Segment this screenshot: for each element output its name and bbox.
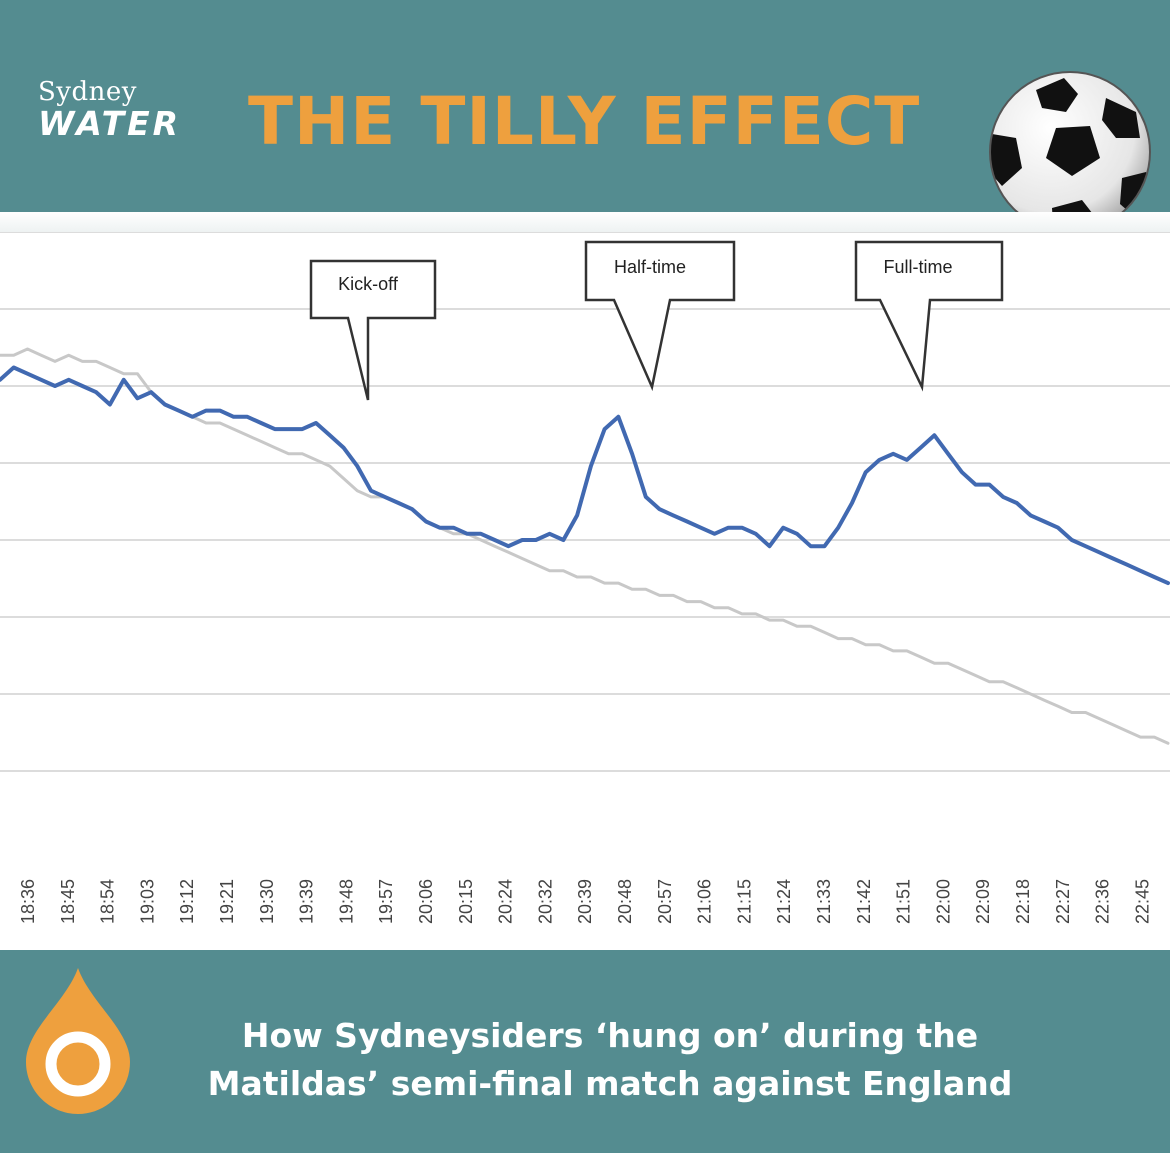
annotations: Kick-off Half-time Full-time bbox=[309, 240, 1004, 401]
kickoff-label: Kick-off bbox=[338, 274, 399, 294]
x-tick-label: 19:30 bbox=[257, 879, 277, 924]
x-tick-label: 19:39 bbox=[297, 879, 317, 924]
logo-line-1: Sydney bbox=[38, 77, 137, 107]
sydney-water-logo: Sydney WATER bbox=[38, 78, 181, 142]
logo-line-2: WATER bbox=[38, 104, 182, 143]
x-tick-label: 19:48 bbox=[336, 879, 356, 924]
header-banner: Sydney WATER THE TILLY EFFECT bbox=[0, 0, 1170, 233]
x-tick-label: 19:57 bbox=[376, 879, 396, 924]
x-tick-label: 21:06 bbox=[695, 879, 715, 924]
page-title: THE TILLY EFFECT bbox=[248, 83, 921, 160]
x-tick-label: 21:51 bbox=[894, 879, 914, 924]
x-tick-label: 20:24 bbox=[496, 879, 516, 924]
x-tick-label: 21:15 bbox=[734, 879, 754, 924]
x-tick-label: 20:39 bbox=[575, 879, 595, 924]
caption-line-1: How Sydneysiders ‘hung on’ during the bbox=[241, 1016, 979, 1055]
x-tick-label: 22:18 bbox=[1013, 879, 1033, 924]
fulltime-callout-box bbox=[854, 240, 1004, 392]
chart-area: Kick-off Half-time Full-time 18:36 18:45 1… bbox=[0, 232, 1170, 924]
x-tick-label: 20:48 bbox=[615, 879, 635, 924]
x-tick-label: 21:42 bbox=[854, 879, 874, 924]
x-tick-label: 21:24 bbox=[774, 879, 794, 924]
x-axis-tick-labels: 18:36 18:45 18:54 19:03 19:12 19:21 19:30 19:39… bbox=[18, 879, 1152, 924]
halftime-callout-box bbox=[584, 240, 736, 392]
x-tick-label: 20:57 bbox=[655, 879, 675, 924]
kickoff-callout-box bbox=[309, 259, 437, 401]
series-line-matildas-night bbox=[0, 365, 1170, 586]
x-tick-label: 18:54 bbox=[98, 879, 118, 924]
x-tick-label: 18:45 bbox=[58, 879, 78, 924]
x-tick-label: 22:09 bbox=[973, 879, 993, 924]
x-tick-label: 20:15 bbox=[456, 879, 476, 924]
x-tick-label: 22:00 bbox=[933, 879, 953, 924]
x-tick-label: 22:36 bbox=[1093, 879, 1113, 924]
x-tick-label: 22:45 bbox=[1132, 879, 1152, 924]
x-tick-label: 20:06 bbox=[416, 879, 436, 924]
footer-banner: How Sydneysiders ‘hung on’ during the Ma… bbox=[0, 950, 1170, 1153]
caption-line-2: Matildas’ semi-final match against Engla… bbox=[207, 1064, 1013, 1103]
header-divider bbox=[0, 212, 1170, 232]
water-drop-icon bbox=[26, 968, 130, 1114]
x-tick-label: 19:12 bbox=[177, 879, 197, 924]
x-tick-label: 21:33 bbox=[814, 879, 834, 924]
x-tick-label: 20:32 bbox=[535, 879, 555, 924]
x-tick-label: 18:36 bbox=[18, 879, 38, 924]
gridlines bbox=[0, 232, 1170, 772]
soccer-ball-icon bbox=[989, 71, 1151, 233]
x-tick-label: 19:21 bbox=[217, 879, 237, 924]
x-tick-label: 22:27 bbox=[1053, 879, 1073, 924]
x-tick-label: 19:03 bbox=[137, 879, 157, 924]
fulltime-label: Full-time bbox=[883, 257, 952, 277]
caption: How Sydneysiders ‘hung on’ during the Ma… bbox=[90, 1012, 1130, 1108]
halftime-label: Half-time bbox=[614, 257, 686, 277]
